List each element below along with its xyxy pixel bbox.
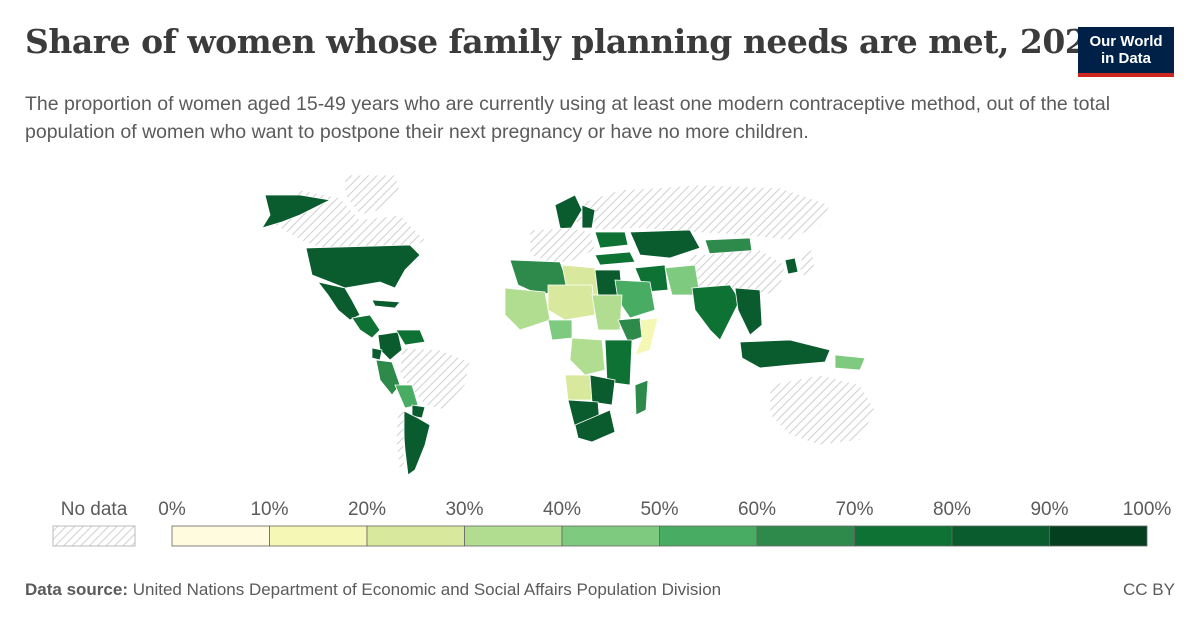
legend-tick-label: 10% [250, 499, 288, 520]
region-ukraine[interactable] [594, 231, 629, 249]
region-madagascar[interactable] [634, 379, 649, 416]
legend-no-data-label: No data [61, 499, 128, 520]
license-label[interactable]: CC BY [1123, 580, 1175, 599]
chart-subtitle: The proportion of women aged 15-49 years… [25, 93, 1111, 143]
region-mexico[interactable] [317, 281, 361, 321]
legend-bins: 0% 10% 20% 30% 40% 50% 60% 70% 80% 90% 100% [158, 499, 1172, 547]
region-western-europe[interactable] [529, 227, 596, 263]
region-sudan[interactable] [591, 294, 623, 331]
region-kazakhstan[interactable] [629, 229, 701, 259]
legend-tick-label: 30% [445, 499, 483, 520]
map-regions [261, 174, 876, 476]
legend-no-data-swatch [52, 525, 136, 547]
legend-bin-3[interactable] [464, 525, 563, 547]
region-west-africa-mauritania-mali[interactable] [504, 287, 551, 331]
map-legend: No data 0% 10% 20% 30% 40% 50% 60% 70% 80% 90% 100… [52, 499, 1172, 547]
region-norway-sweden[interactable] [554, 194, 583, 231]
region-colombia[interactable] [377, 331, 403, 361]
legend-tick-label: 40% [543, 499, 581, 520]
region-papua-new-guinea[interactable] [834, 354, 866, 371]
region-zambia-zimbabwe[interactable] [589, 374, 616, 406]
region-argentina[interactable] [401, 409, 431, 476]
region-japan[interactable] [799, 249, 816, 279]
legend-tick-label: 60% [738, 499, 776, 520]
world-map[interactable] [0, 170, 1200, 490]
legend-bin-7[interactable] [854, 525, 953, 547]
region-greenland[interactable] [344, 174, 401, 216]
region-russia[interactable] [559, 184, 831, 241]
region-kenya-tanzania[interactable] [604, 339, 633, 386]
logo-line-1: Our World [1089, 33, 1163, 50]
region-nigeria[interactable] [547, 319, 573, 341]
legend-bin-9[interactable] [1049, 525, 1148, 547]
region-myanmar-thailand[interactable] [734, 287, 763, 336]
region-cuba[interactable] [371, 299, 401, 309]
legend-tick-label: 80% [933, 499, 971, 520]
legend-tick-label: 100% [1123, 499, 1172, 520]
region-united-states[interactable] [305, 244, 421, 289]
region-alaska-usa[interactable] [261, 194, 332, 229]
legend-bin-8[interactable] [951, 525, 1050, 547]
region-korea[interactable] [784, 257, 799, 275]
legend-tick-label: 90% [1030, 499, 1068, 520]
region-chile[interactable] [395, 407, 405, 474]
region-ecuador[interactable] [371, 347, 383, 361]
region-niger-chad[interactable] [547, 284, 596, 321]
region-indonesia[interactable] [739, 339, 831, 369]
region-venezuela[interactable] [395, 329, 426, 346]
logo-line-2: in Data [1100, 50, 1151, 67]
region-peru[interactable] [375, 359, 401, 396]
region-paraguay[interactable] [411, 404, 426, 419]
legend-bin-4[interactable] [561, 525, 660, 547]
data-source-text[interactable]: United Nations Department of Economic an… [132, 580, 722, 599]
legend-bin-5[interactable] [659, 525, 758, 547]
region-somalia[interactable] [634, 317, 659, 356]
region-turkey[interactable] [594, 251, 636, 266]
legend-tick-label: 70% [835, 499, 873, 520]
region-australia[interactable] [769, 374, 876, 446]
legend-tick-label: 0% [158, 499, 186, 520]
region-india[interactable] [691, 284, 741, 341]
data-source: Data source: United Nations Department o… [25, 580, 721, 600]
data-source-label: Data source: [25, 580, 128, 599]
owid-logo[interactable]: Our World in Data [1078, 27, 1174, 77]
region-finland[interactable] [581, 204, 596, 229]
region-brazil[interactable] [399, 347, 471, 411]
legend-bin-1[interactable] [269, 525, 368, 547]
region-angola[interactable] [564, 374, 593, 401]
legend-bin-0[interactable] [171, 525, 270, 547]
logo-accent-bar [1078, 73, 1174, 77]
legend-tick-label: 50% [640, 499, 678, 520]
legend-bin-2[interactable] [366, 525, 465, 547]
region-dr-congo[interactable] [569, 337, 606, 376]
legend-tick-label: 20% [348, 499, 386, 520]
legend-bin-6[interactable] [756, 525, 855, 547]
chart-title: Share of women whose family planning nee… [25, 22, 1110, 61]
region-central-america[interactable] [351, 314, 381, 339]
region-south-africa[interactable] [574, 409, 616, 443]
region-bolivia[interactable] [394, 384, 419, 409]
